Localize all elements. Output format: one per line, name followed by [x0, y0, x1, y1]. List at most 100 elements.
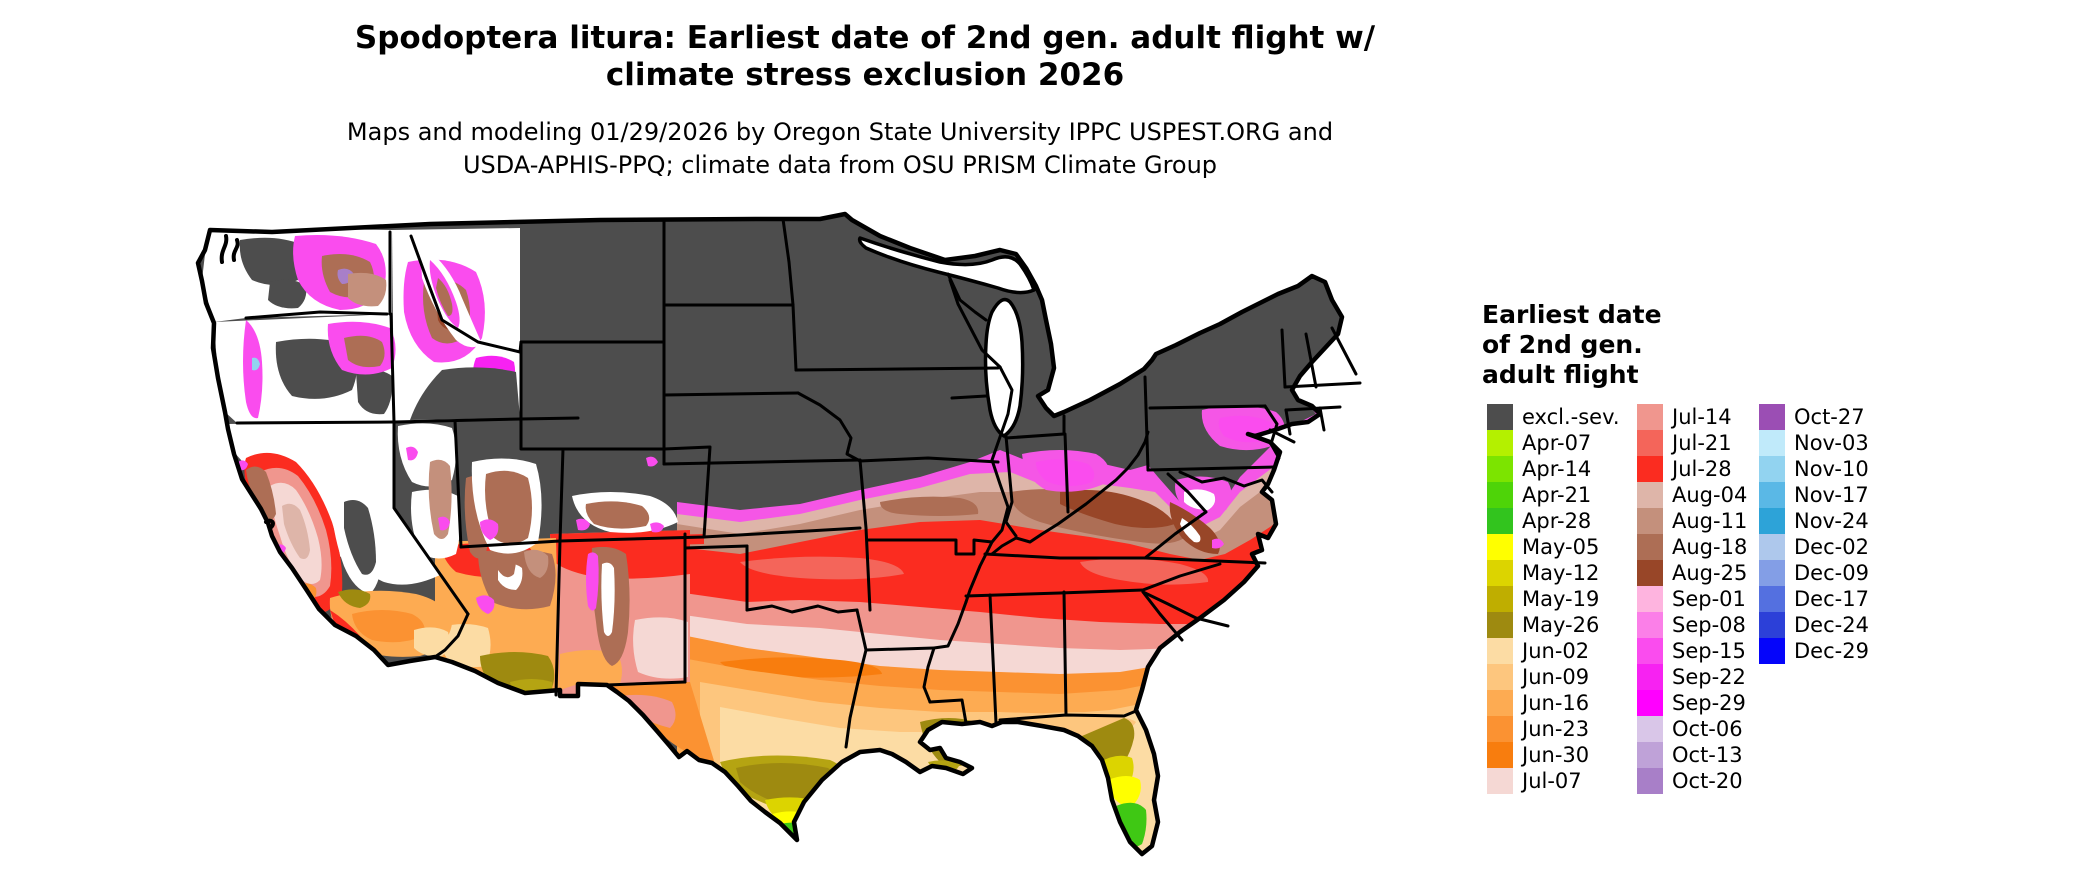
legend-swatch	[1637, 482, 1663, 508]
state-borders	[235, 217, 1362, 749]
legend-swatch	[1487, 560, 1513, 586]
legend-title: Earliest date of 2nd gen. adult flight	[1482, 300, 1662, 389]
legend-label: Jun-16	[1522, 691, 1590, 715]
legend-label: Oct-20	[1672, 769, 1743, 793]
legend-entry: Oct-20	[1637, 768, 1747, 794]
legend-swatch	[1759, 430, 1785, 456]
legend-label: Aug-11	[1672, 509, 1748, 533]
legend-label: May-26	[1522, 613, 1600, 637]
legend-swatch	[1487, 664, 1513, 690]
legend-entry: Jun-23	[1487, 716, 1620, 742]
legend-entry: excl.-sev.	[1487, 404, 1620, 430]
legend-entry: Jul-14	[1637, 404, 1747, 430]
legend-entry: Dec-02	[1759, 534, 1869, 560]
legend-swatch	[1759, 534, 1785, 560]
legend-column-2: Jul-14 Jul-21 Jul-28 Aug-04 Aug-11 Aug-18 Aug-…	[1637, 404, 1747, 794]
legend-label: Sep-01	[1672, 587, 1746, 611]
us-map-svg	[195, 211, 1362, 857]
legend-swatch	[1637, 534, 1663, 560]
legend-swatch	[1759, 404, 1785, 430]
legend-label: Nov-03	[1794, 431, 1869, 455]
subtitle-line1: Maps and modeling 01/29/2026 by Oregon S…	[346, 118, 1334, 146]
legend-label: Apr-07	[1522, 431, 1592, 455]
legend-label: Dec-02	[1794, 535, 1869, 559]
legend-entry: Apr-07	[1487, 430, 1620, 456]
legend-swatch	[1487, 768, 1513, 794]
legend-entry: Sep-29	[1637, 690, 1747, 716]
legend-entry: Nov-24	[1759, 508, 1869, 534]
legend-entry: Nov-03	[1759, 430, 1869, 456]
legend-label: Jun-09	[1522, 665, 1590, 689]
legend-swatch	[1637, 586, 1663, 612]
legend-swatch	[1637, 742, 1663, 768]
legend-label: excl.-sev.	[1522, 405, 1620, 429]
legend-entry: Apr-28	[1487, 508, 1620, 534]
legend-swatch	[1759, 638, 1785, 664]
legend-label: Dec-29	[1794, 639, 1869, 663]
title-line2: climate stress exclusion 2026	[605, 57, 1125, 93]
legend-column-3: Oct-27 Nov-03 Nov-10 Nov-17 Nov-24 Dec-02 Dec-…	[1759, 404, 1869, 664]
legend-swatch	[1487, 430, 1513, 456]
legend-swatch	[1637, 612, 1663, 638]
legend-label: Apr-14	[1522, 457, 1592, 481]
legend-label: Nov-10	[1794, 457, 1869, 481]
legend-entry: Oct-06	[1637, 716, 1747, 742]
legend-entry: Dec-09	[1759, 560, 1869, 586]
legend-swatch	[1637, 456, 1663, 482]
page-subtitle: Maps and modeling 01/29/2026 by Oregon S…	[195, 116, 1485, 182]
legend-swatch	[1637, 404, 1663, 430]
legend-swatch	[1637, 716, 1663, 742]
legend-label: Dec-24	[1794, 613, 1869, 637]
legend-entry: Jun-16	[1487, 690, 1620, 716]
legend-label: Jul-21	[1672, 431, 1732, 455]
legend-label: Apr-21	[1522, 483, 1592, 507]
legend-label: May-05	[1522, 535, 1600, 559]
legend-label: Apr-28	[1522, 509, 1592, 533]
legend-entry: Dec-24	[1759, 612, 1869, 638]
legend-label: Aug-04	[1672, 483, 1748, 507]
legend-swatch	[1637, 430, 1663, 456]
legend-entry: Aug-11	[1637, 508, 1747, 534]
legend-label: Sep-22	[1672, 665, 1746, 689]
legend-label: Dec-17	[1794, 587, 1869, 611]
legend-entry: Aug-25	[1637, 560, 1747, 586]
legend-label: Nov-24	[1794, 509, 1869, 533]
legend-swatch	[1759, 482, 1785, 508]
legend-swatch	[1487, 404, 1513, 430]
legend-swatch	[1637, 768, 1663, 794]
legend-entry: Dec-17	[1759, 586, 1869, 612]
legend-swatch	[1487, 586, 1513, 612]
legend-entry: Apr-14	[1487, 456, 1620, 482]
legend-swatch	[1487, 690, 1513, 716]
legend-swatch	[1487, 638, 1513, 664]
legend-swatch	[1487, 742, 1513, 768]
legend-entry: Jun-30	[1487, 742, 1620, 768]
legend-entry: Oct-27	[1759, 404, 1869, 430]
map-legend: Earliest date of 2nd gen. adult flight e…	[1482, 300, 1962, 794]
legend-label: Nov-17	[1794, 483, 1869, 507]
legend-label: Jun-02	[1522, 639, 1590, 663]
legend-column-1: excl.-sev. Apr-07 Apr-14 Apr-21 Apr-28 May-05…	[1487, 404, 1620, 794]
legend-entry: Dec-29	[1759, 638, 1869, 664]
page-title: Spodoptera litura: Earliest date of 2nd …	[220, 20, 1510, 94]
legend-entry: Jun-02	[1487, 638, 1620, 664]
legend-label: Jul-28	[1672, 457, 1732, 481]
lake-superior	[857, 236, 1036, 295]
legend-swatch	[1759, 586, 1785, 612]
us-map	[180, 162, 1470, 892]
legend-label: Aug-25	[1672, 561, 1748, 585]
legend-label: Oct-27	[1794, 405, 1865, 429]
legend-swatch	[1637, 664, 1663, 690]
legend-label: Oct-06	[1672, 717, 1743, 741]
legend-entry: Apr-21	[1487, 482, 1620, 508]
legend-swatch	[1759, 560, 1785, 586]
legend-entry: Sep-08	[1637, 612, 1747, 638]
subtitle-line2: USDA-APHIS-PPQ; climate data from OSU PR…	[462, 151, 1218, 179]
legend-entry: May-19	[1487, 586, 1620, 612]
legend-label: Jul-14	[1672, 405, 1732, 429]
legend-label: Oct-13	[1672, 743, 1743, 767]
legend-entry: Jun-09	[1487, 664, 1620, 690]
legend-entry: Oct-13	[1637, 742, 1747, 768]
legend-entry: Sep-22	[1637, 664, 1747, 690]
legend-swatch	[1487, 716, 1513, 742]
